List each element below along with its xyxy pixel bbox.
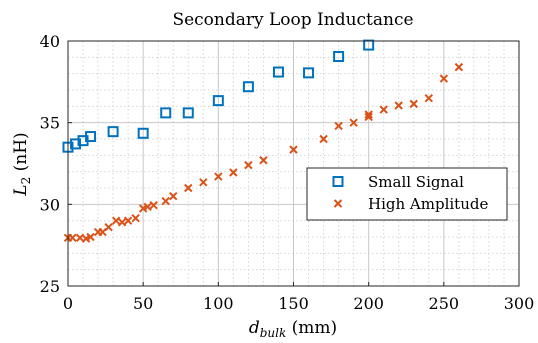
data-point-high-amplitude	[259, 156, 268, 165]
data-point-high-amplitude	[138, 204, 148, 213]
series-high-amplitude	[63, 62, 464, 243]
data-point-high-amplitude	[229, 168, 238, 177]
data-point-small-signal	[272, 66, 284, 78]
tick-labels: 0 50 100 150 200 250 300 25 30 35 40	[40, 32, 535, 313]
y-axis-label: L2 (nH)	[11, 132, 33, 196]
data-point-high-amplitude	[104, 222, 113, 232]
data-point-small-signal	[303, 67, 315, 79]
x-axis-label: dbulk (mm)	[249, 318, 337, 340]
data-point-high-amplitude	[117, 218, 127, 227]
data-point-high-amplitude	[394, 101, 403, 110]
data-point-high-amplitude	[319, 134, 328, 144]
data-point-high-amplitude	[244, 160, 253, 170]
data-point-small-signal	[182, 107, 194, 119]
legend-label-high-amplitude: High Amplitude	[368, 195, 488, 213]
data-point-small-signal	[160, 107, 172, 119]
data-point-high-amplitude	[289, 145, 298, 154]
data-point-high-amplitude	[131, 214, 140, 223]
data-point-high-amplitude	[454, 62, 464, 72]
y-tick-label: 35	[40, 114, 60, 133]
data-point-high-amplitude	[364, 112, 373, 122]
data-point-small-signal	[242, 81, 254, 93]
data-point-high-amplitude	[349, 118, 358, 127]
y-tick-label: 25	[40, 277, 60, 296]
data-point-high-amplitude	[409, 99, 418, 109]
data-points	[62, 39, 464, 243]
x-tick-label: 100	[203, 294, 234, 313]
data-point-high-amplitude	[111, 216, 121, 225]
x-tick-label: 200	[353, 294, 384, 313]
data-point-small-signal	[85, 131, 97, 143]
data-point-high-amplitude	[123, 216, 133, 225]
x-tick-label: 50	[133, 294, 153, 313]
data-point-small-signal	[212, 95, 224, 107]
legend-marker-small-signal	[332, 176, 344, 187]
data-point-small-signal	[137, 127, 149, 139]
y-axis-unit: (nH)	[11, 132, 31, 176]
data-point-high-amplitude	[199, 178, 208, 187]
data-point-high-amplitude	[184, 183, 193, 193]
data-point-high-amplitude	[364, 110, 373, 119]
x-axis-unit: (mm)	[286, 318, 337, 338]
data-point-high-amplitude	[81, 234, 91, 243]
legend-label-small-signal: Small Signal	[368, 173, 464, 191]
data-point-high-amplitude	[424, 93, 434, 103]
chart-title: Secondary Loop Inductance	[172, 10, 413, 30]
x-tick-label: 0	[63, 294, 73, 313]
grid	[67, 40, 520, 287]
legend: Small Signal High Amplitude	[306, 167, 508, 221]
data-point-high-amplitude	[214, 172, 223, 181]
data-point-high-amplitude	[439, 74, 449, 83]
x-axis-symbol: d	[249, 318, 260, 338]
data-point-small-signal	[70, 138, 82, 150]
legend-marker-high-amplitude	[333, 199, 343, 208]
data-point-high-amplitude	[169, 191, 178, 201]
data-point-small-signal	[107, 126, 119, 138]
y-axis-subscript: 2	[19, 177, 33, 185]
y-axis-symbol: L	[11, 184, 31, 196]
data-point-small-signal	[333, 51, 345, 63]
x-tick-label: 150	[278, 294, 309, 313]
x-tick-label: 300	[504, 294, 535, 313]
y-tick-label: 40	[40, 32, 60, 51]
data-point-high-amplitude	[161, 196, 170, 206]
y-tick-label: 30	[40, 195, 60, 214]
data-point-high-amplitude	[86, 232, 95, 242]
x-tick-label: 250	[429, 294, 460, 313]
data-point-high-amplitude	[143, 202, 152, 211]
data-point-high-amplitude	[149, 200, 158, 210]
data-point-high-amplitude	[334, 121, 343, 131]
data-point-high-amplitude	[379, 105, 388, 114]
data-point-high-amplitude	[68, 233, 77, 243]
axes-frame	[67, 40, 520, 287]
x-axis-subscript: bulk	[260, 326, 287, 340]
